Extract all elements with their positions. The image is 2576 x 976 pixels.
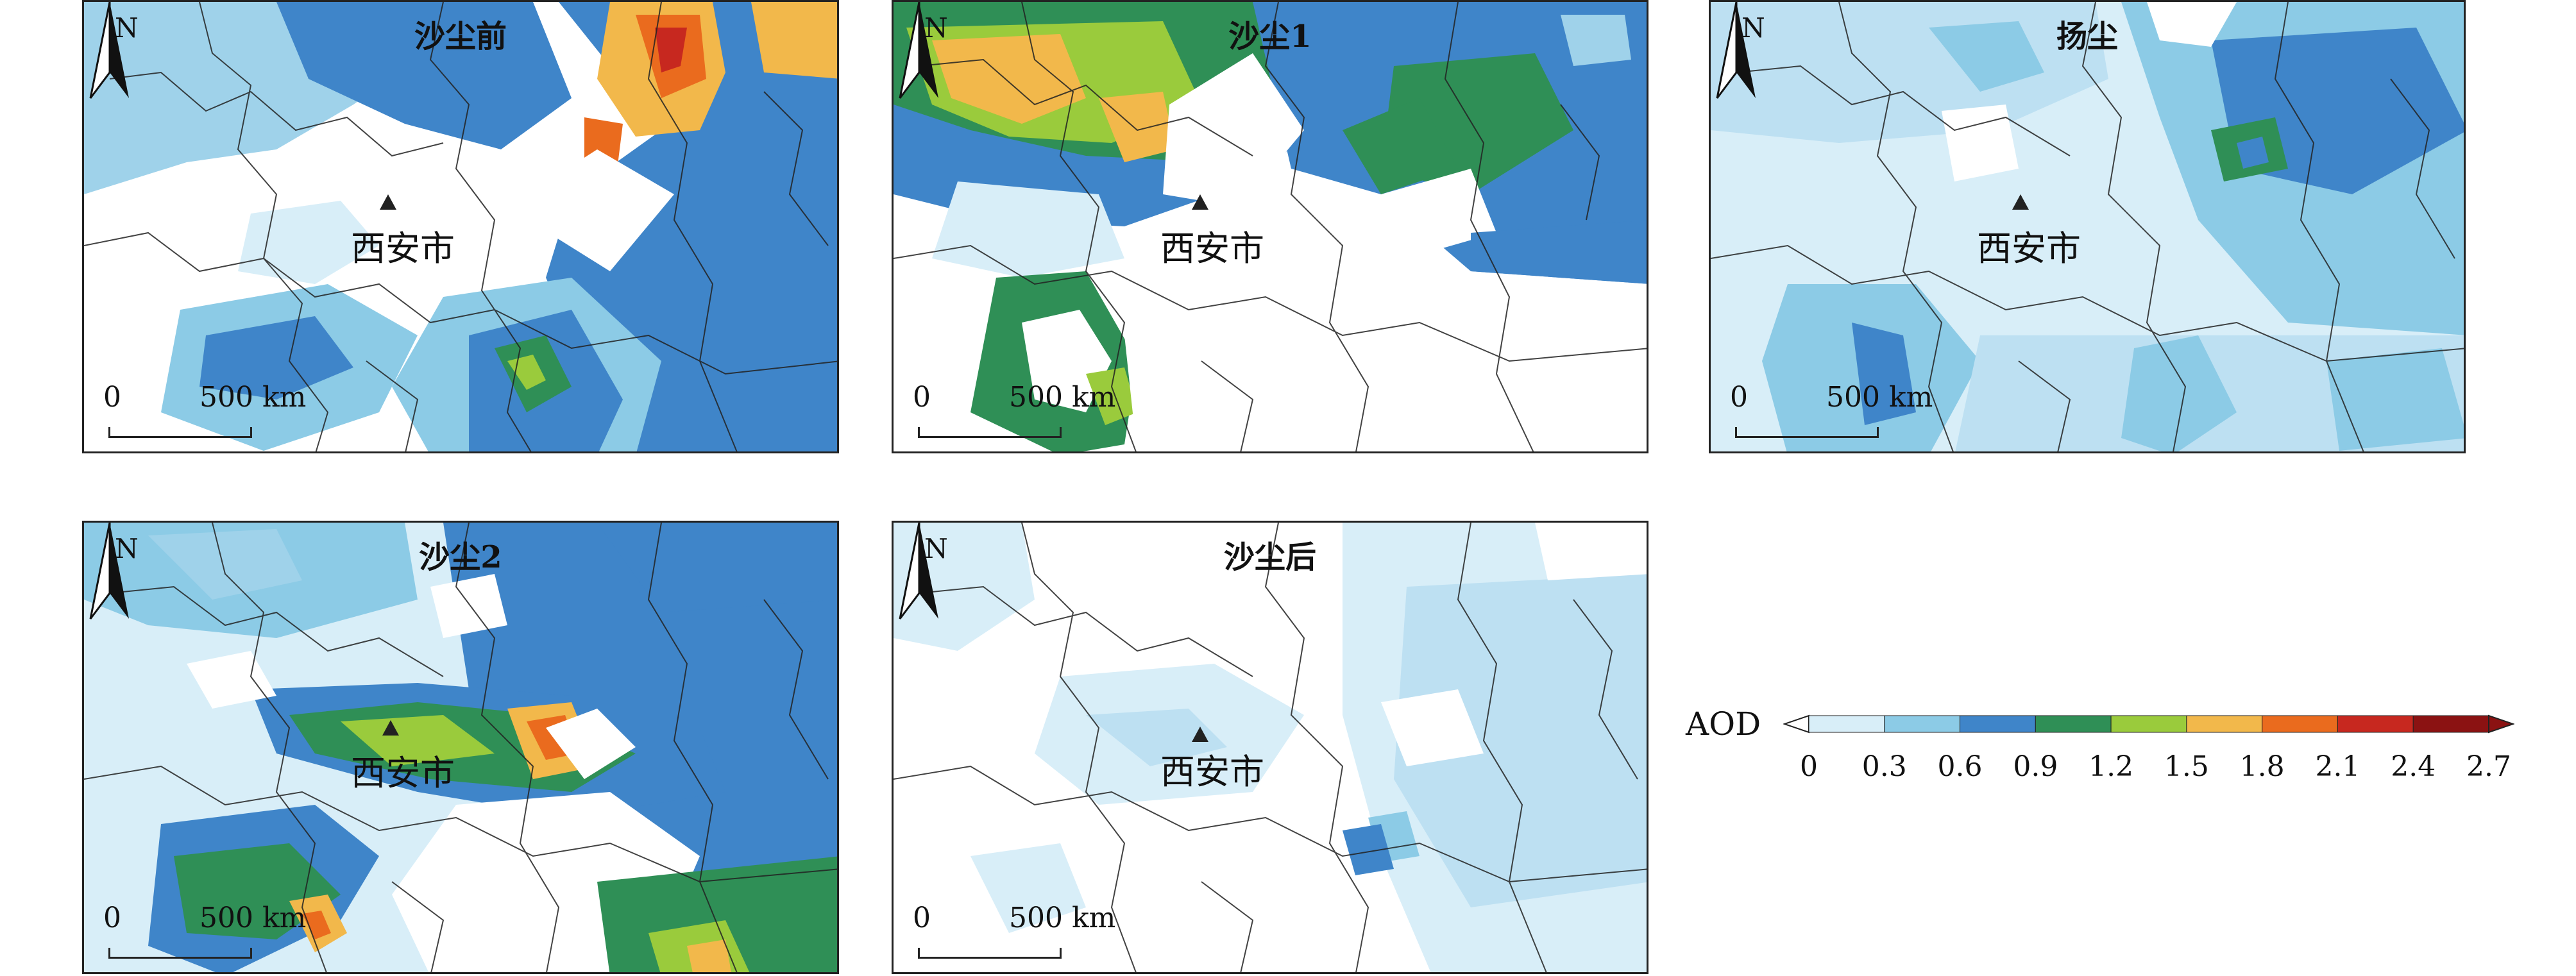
city-marker-icon [382, 720, 399, 736]
north-arrow-icon [899, 523, 938, 619]
colorbar-tick-label: 2.7 [2466, 750, 2511, 783]
map-panel-floating-dust: 扬尘 N 西安市 0 500 km [1709, 0, 2466, 453]
north-arrow-icon [89, 2, 129, 99]
north-label: N [924, 12, 948, 44]
north-label: N [924, 533, 948, 564]
north-label: N [115, 12, 139, 44]
scale-bar: 0 500 km [103, 902, 306, 959]
legend-title: AOD [1686, 705, 1761, 743]
scale-end-label: 500 km [199, 381, 307, 414]
city-label: 西安市 [1160, 228, 1264, 269]
city-marker-icon [1192, 194, 1208, 210]
aod-map-field [894, 523, 1647, 972]
city-label: 西安市 [351, 228, 455, 269]
scale-end-label: 500 km [1826, 381, 1933, 414]
scale-end-label: 500 km [1009, 381, 1116, 414]
city-marker-icon [380, 194, 396, 210]
scale-line [1735, 427, 1879, 438]
map-panel-dust-1: 沙尘1 N 西安市 0 500 km [892, 0, 1648, 453]
colorbar-segment [2412, 715, 2489, 733]
map-panel-post-dust: 沙尘后 N 西安市 0 500 km [892, 521, 1648, 974]
city-label: 西安市 [1160, 752, 1264, 792]
colorbar-segment [1808, 715, 1885, 733]
colorbar-tick-label: 0.3 [1861, 750, 1907, 783]
north-arrow-icon [1716, 2, 1756, 99]
scale-bar: 0 500 km [1730, 381, 1933, 439]
scale-end-label: 500 km [199, 902, 307, 934]
aod-map-field [894, 2, 1647, 451]
colorbar [1783, 714, 2514, 734]
colorbar-tick-label: 0 [1800, 750, 1818, 783]
panel-title: 沙尘1 [1228, 19, 1312, 55]
scale-start-label: 0 [103, 902, 121, 934]
colorbar-segment [1960, 715, 2036, 733]
panel-title: 扬尘 [2056, 19, 2118, 55]
scale-line [108, 427, 252, 438]
colorbar-max-arrow [2488, 714, 2514, 734]
colorbar-min-arrow [1783, 714, 1809, 734]
scale-start-label: 0 [103, 381, 121, 414]
colorbar-segment [1884, 715, 1961, 733]
colorbar-segment [2337, 715, 2414, 733]
city-marker-icon [1192, 727, 1208, 742]
scale-start-label: 0 [1730, 381, 1748, 414]
colorbar-segment [2035, 715, 2112, 733]
city-marker-icon [2012, 194, 2029, 210]
map-panel-pre-dust: 沙尘前 N 西安市 0 500 km [82, 0, 839, 453]
north-arrow-icon [89, 523, 129, 619]
aod-map-field [84, 523, 837, 972]
aod-map-field [1711, 2, 2464, 451]
city-label: 西安市 [1977, 228, 2081, 269]
north-label: N [115, 533, 139, 564]
colorbar-segment [2186, 715, 2263, 733]
colorbar-tick-label: 0.6 [1937, 750, 1983, 783]
city-label: 西安市 [351, 753, 455, 793]
colorbar-tick-label: 1.5 [2164, 750, 2209, 783]
colorbar-segment [2262, 715, 2338, 733]
colorbar-tick-label: 1.8 [2239, 750, 2285, 783]
north-arrow-icon [899, 2, 938, 99]
aod-map-field [84, 2, 837, 451]
colorbar-tick-label: 1.2 [2089, 750, 2134, 783]
scale-start-label: 0 [913, 381, 931, 414]
north-label: N [1741, 12, 1765, 44]
panel-title: 沙尘前 [414, 19, 507, 55]
scale-bar: 0 500 km [913, 902, 1115, 959]
colorbar-tick-label: 0.9 [2013, 750, 2058, 783]
panel-title: 沙尘后 [1223, 539, 1316, 575]
scale-bar: 0 500 km [103, 381, 306, 439]
colorbar-tick-label: 2.4 [2391, 750, 2436, 783]
colorbar-tick-label: 2.1 [2315, 750, 2360, 783]
scale-end-label: 500 km [1009, 902, 1116, 934]
scale-line [918, 427, 1062, 438]
scale-line [108, 948, 252, 959]
scale-line [918, 948, 1062, 959]
scale-start-label: 0 [913, 902, 931, 934]
colorbar-segment [2110, 715, 2187, 733]
panel-title: 沙尘2 [419, 539, 502, 575]
aod-colorbar-legend: AOD 0 0.3 0.6 0.9 1.2 1.5 1.8 2.1 2.4 2.7 [1681, 699, 2514, 795]
scale-bar: 0 500 km [913, 381, 1115, 439]
map-panel-dust-2: 沙尘2 N 西安市 0 500 km [82, 521, 839, 974]
